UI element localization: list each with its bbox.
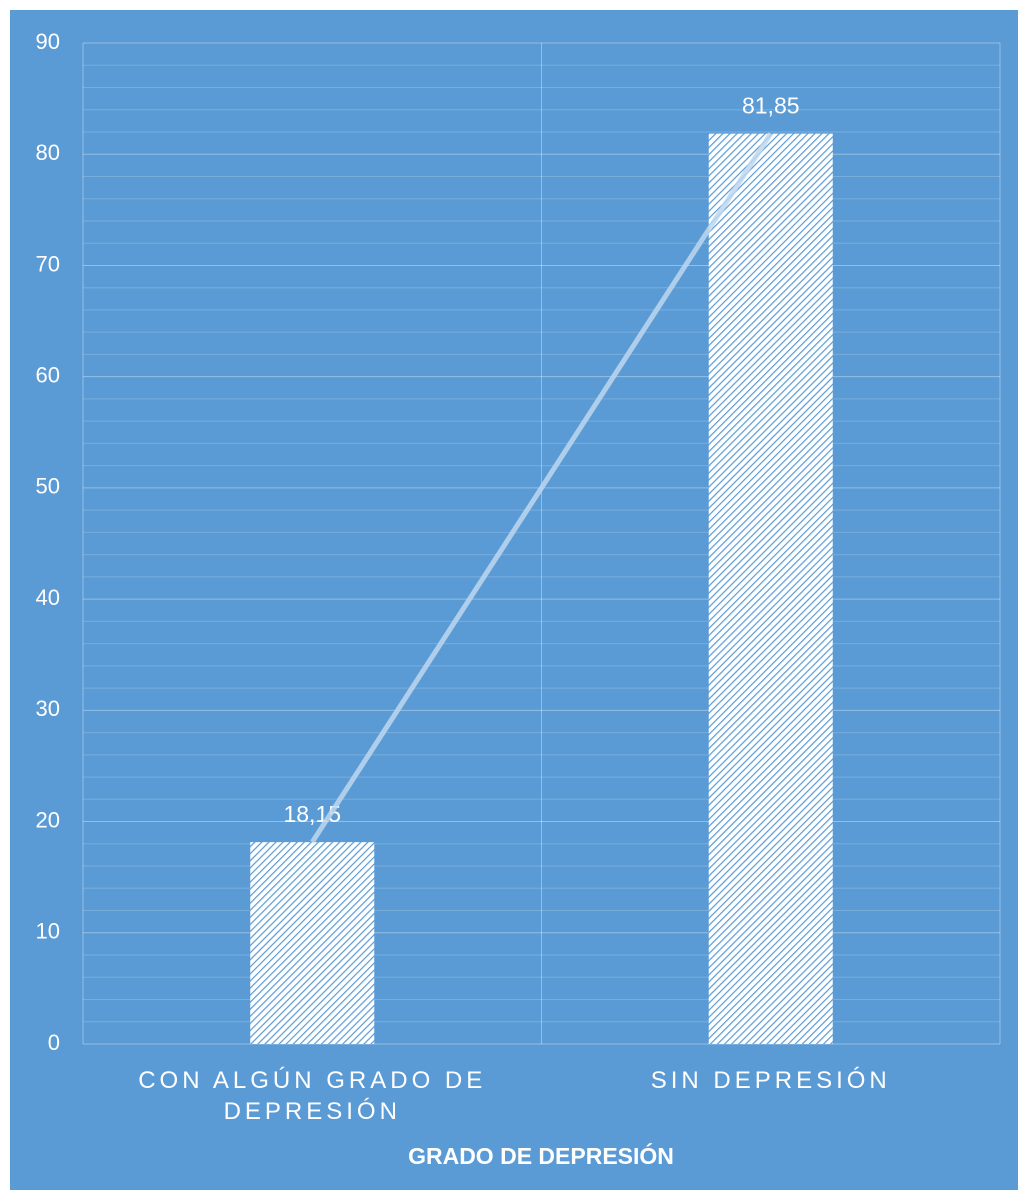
x-tick-label: CON ALGÚN GRADO DE DEPRESIÓN	[138, 1067, 487, 1125]
x-axis-title: GRADO DE DEPRESIÓN	[408, 1143, 674, 1169]
bar	[708, 133, 833, 1044]
data-label: 81,85	[742, 93, 800, 119]
y-tick-label: 0	[48, 1030, 60, 1055]
x-tick-label: SIN DEPRESIÓN	[650, 1067, 891, 1094]
line	[310, 132, 773, 844]
bar	[250, 842, 375, 1044]
y-tick-label: 50	[36, 474, 60, 499]
chart-background	[10, 10, 1018, 1190]
y-tick-label: 20	[36, 807, 60, 832]
y-tick-label: 40	[36, 585, 60, 610]
y-tick-label: 60	[36, 362, 60, 387]
y-tick-label: 10	[36, 919, 60, 944]
y-tick-label: 90	[36, 29, 60, 54]
y-tick-label: 70	[36, 251, 60, 276]
y-tick-label: 30	[36, 696, 60, 721]
y-tick-label: 80	[36, 140, 60, 165]
